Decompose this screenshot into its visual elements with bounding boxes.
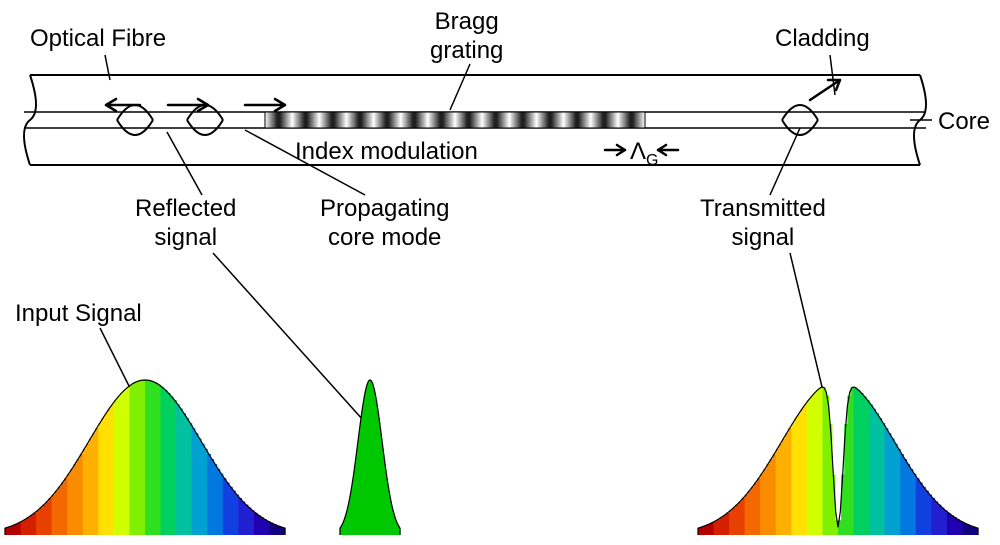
input-spectrum: [5, 380, 286, 535]
label-optical-fibre: Optical Fibre: [30, 25, 166, 54]
transmitted-spectrum: [698, 387, 979, 535]
label-transmitted-signal: Transmittedsignal: [700, 195, 826, 253]
label-input-signal: Input Signal: [15, 300, 142, 329]
label-bragg-grating: Bragggrating: [430, 8, 503, 66]
bragg-grating: [265, 112, 645, 128]
label-index-modulation: Index modulation: [295, 138, 478, 167]
diagram-canvas: [0, 0, 1000, 545]
reflected-spectrum: [340, 380, 401, 535]
label-lambda-g: ΛG: [630, 138, 658, 170]
label-reflected-signal: Reflectedsignal: [135, 195, 236, 253]
label-propagating-core-mode: Propagatingcore mode: [320, 195, 449, 253]
label-core: Core: [938, 108, 990, 137]
label-cladding: Cladding: [775, 25, 870, 54]
